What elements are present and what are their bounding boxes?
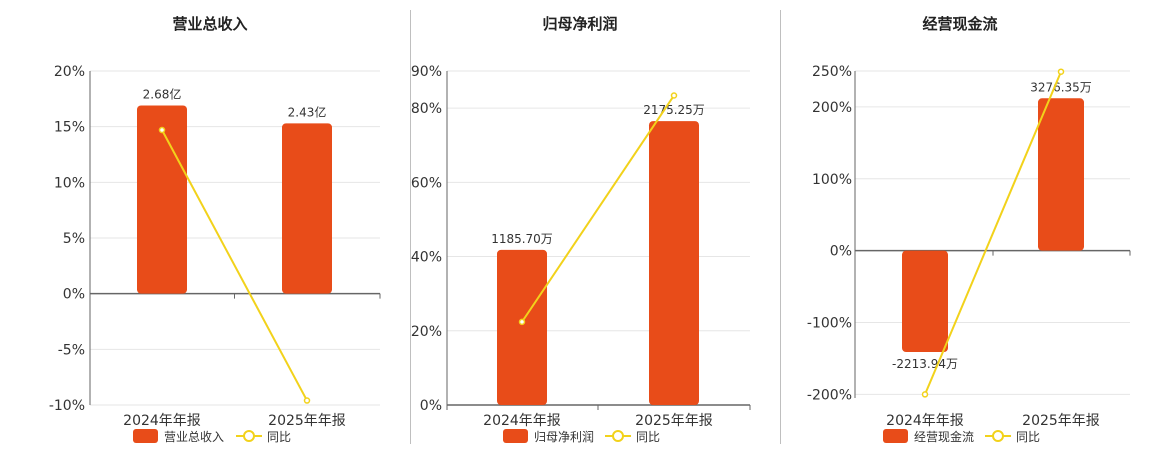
y-tick-label: 250% (812, 64, 852, 80)
bar-data-label: 3276.35万 (1030, 80, 1092, 94)
panel-divider (410, 10, 411, 444)
y-tick-label: 200% (812, 100, 852, 116)
yoy-line (924, 71, 1062, 395)
legend-line-marker (243, 430, 255, 442)
y-tick-label: 90% (411, 64, 442, 80)
y-tick-label: 20% (54, 64, 85, 80)
yoy-line (161, 129, 308, 402)
legend-line-label: 同比 (1016, 430, 1040, 444)
cash-flow-chart: 经营现金流 250% 200% 100% 0% -100% -200% -2213.94万 32… (807, 15, 1131, 444)
y-tick-label: 0% (420, 398, 442, 414)
bar (649, 121, 699, 405)
legend-bar-swatch (503, 429, 528, 443)
x-tick-label: 2024年年报 (123, 413, 201, 429)
y-tick-label: 40% (411, 250, 442, 266)
y-tick-label: 5% (63, 231, 85, 247)
yoy-line (521, 94, 675, 323)
y-tick-label: 20% (411, 324, 442, 340)
x-tick-label: 2024年年报 (886, 413, 964, 429)
bar (902, 250, 948, 353)
y-tick-label: -200% (807, 387, 852, 403)
net-profit-chart: 归母净利润 90% 80% 60% 40% 20% 0% 1185.70万 2175.25万 20… (411, 15, 751, 444)
bar-data-label: 2175.25万 (643, 103, 705, 117)
legend-line-marker (612, 430, 624, 442)
yoy-point (921, 391, 929, 398)
legend-bar-label: 经营现金流 (914, 429, 974, 444)
y-tick-label: 10% (54, 175, 85, 191)
y-tick-label: -10% (49, 398, 85, 414)
bar-data-label: -2213.94万 (892, 357, 958, 371)
chart-panel-net-profit: 归母净利润 90% 80% 60% 40% 20% 0% 1185.70万 2175.25万 20… (411, 0, 780, 450)
chart-panel-revenue: 营业总收入 20% 15% 10% 5% 0% -5% -10% 2.68亿 2.43亿 2024年… (0, 0, 410, 450)
yoy-point (303, 397, 311, 404)
chart-title: 营业总收入 (172, 15, 247, 33)
y-tick-label: 100% (812, 172, 852, 188)
y-tick-label: 0% (830, 244, 852, 260)
x-tick-label: 2025年年报 (1022, 413, 1100, 429)
bar (1038, 98, 1084, 251)
x-tick-label: 2024年年报 (483, 413, 561, 429)
bar (497, 249, 547, 405)
legend-bar-label: 归母净利润 (534, 430, 594, 444)
bar-data-label: 1185.70万 (491, 232, 553, 246)
legend-bar-swatch (133, 429, 158, 443)
chart-title: 归母净利润 (542, 15, 617, 33)
yoy-point (158, 126, 166, 134)
legend-line-marker (992, 430, 1004, 442)
yoy-point (518, 318, 526, 326)
bar-data-label: 2.68亿 (143, 87, 182, 102)
chart-panel-cash-flow: 经营现金流 250% 200% 100% 0% -100% -200% -2213.94万 32… (781, 0, 1160, 450)
y-tick-label: -5% (58, 342, 85, 358)
x-tick-label: 2025年年报 (268, 413, 346, 429)
x-tick-label: 2025年年报 (635, 413, 713, 429)
yoy-point (670, 92, 678, 99)
chart-title: 经营现金流 (922, 15, 997, 33)
yoy-point (1057, 68, 1065, 75)
legend-bar-label: 营业总收入 (164, 430, 224, 444)
y-tick-label: 15% (54, 120, 85, 136)
panel-divider (780, 10, 781, 444)
revenue-chart: 营业总收入 20% 15% 10% 5% 0% -5% -10% 2.68亿 2.43亿 2024年… (49, 15, 381, 444)
y-tick-label: 80% (411, 101, 442, 117)
legend-line-label: 同比 (267, 430, 291, 444)
y-tick-label: 0% (63, 287, 85, 303)
y-tick-label: -100% (807, 316, 852, 332)
legend-line-label: 同比 (636, 430, 660, 444)
bar (137, 105, 187, 294)
bar-data-label: 2.43亿 (288, 104, 327, 119)
bar (282, 123, 332, 294)
y-tick-label: 60% (411, 175, 442, 191)
legend-bar-swatch (883, 429, 908, 443)
